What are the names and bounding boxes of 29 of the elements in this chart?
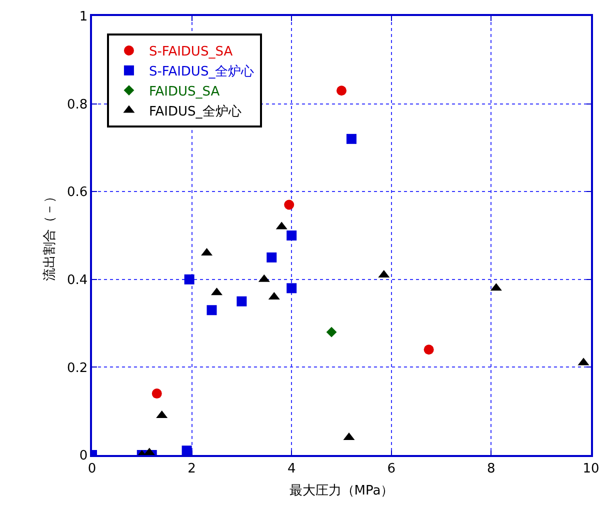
point <box>326 326 337 338</box>
y-tick-label: 0.2 <box>66 360 88 376</box>
y-tick-label: 0.8 <box>66 97 88 112</box>
x-axis-title: 最大圧力（MPa） <box>289 483 394 498</box>
x-tick-label: 10 <box>582 461 600 476</box>
y-tick-label: 0.6 <box>66 185 88 200</box>
x-tick-label: 2 <box>188 461 196 476</box>
point <box>182 446 192 455</box>
point <box>284 200 294 210</box>
legend-label: FAIDUS_全炉心 <box>148 103 242 120</box>
x-tick-label: 8 <box>487 461 496 476</box>
point <box>266 252 277 262</box>
point <box>286 230 297 240</box>
legend-label: FAIDUS_SA <box>148 84 220 100</box>
point <box>184 274 194 284</box>
point <box>346 134 356 144</box>
legend-label: S-FAIDUS_SA <box>148 44 233 60</box>
point <box>424 344 434 355</box>
legend-label: S-FAIDUS_全炉心 <box>148 63 254 80</box>
y-tick-label: 0 <box>79 448 88 464</box>
point <box>206 305 217 316</box>
x-tick-label: 6 <box>387 461 396 476</box>
y-tick-label: 0.4 <box>66 272 88 288</box>
point <box>336 86 346 96</box>
y-tick-label: 1 <box>79 10 88 25</box>
x-tick-label: 4 <box>287 461 296 476</box>
point <box>286 283 297 294</box>
y-axis-title: 流出割合（－） <box>41 190 58 281</box>
point <box>236 296 247 306</box>
